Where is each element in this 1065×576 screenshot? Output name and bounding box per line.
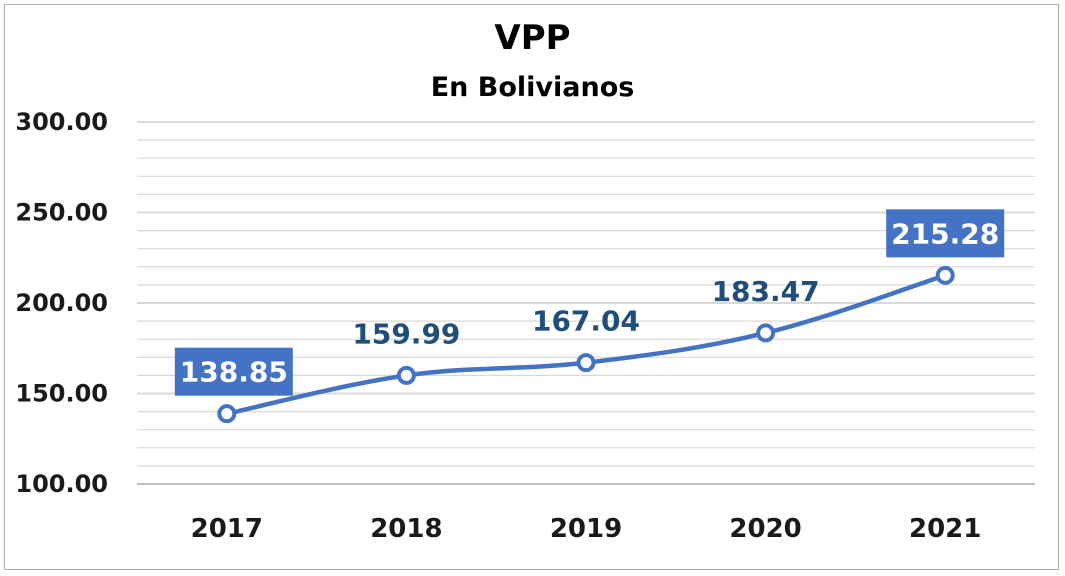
- data-label: 159.99: [352, 317, 460, 350]
- data-point-marker: [396, 365, 416, 385]
- data-label: 167.04: [532, 305, 640, 338]
- x-tick-label: 2017: [191, 514, 263, 544]
- y-tick-label: 100.00: [15, 470, 108, 498]
- x-tick-label: 2021: [909, 514, 981, 544]
- chart-title: VPP: [494, 18, 571, 58]
- x-tick-label: 2018: [370, 514, 442, 544]
- chart-subtitle: En Bolivianos: [430, 72, 635, 103]
- gridlines: [137, 121, 1035, 485]
- data-point-marker: [756, 323, 776, 343]
- data-point-marker: [576, 353, 596, 373]
- data-label-box: [174, 347, 293, 396]
- series-layer: [217, 265, 955, 424]
- y-tick-label: 300.00: [15, 108, 108, 136]
- x-axis-ticks: 2017 2018 2019 2020 2021: [191, 514, 982, 544]
- data-point-marker: [935, 265, 955, 285]
- data-label: 183.47: [712, 275, 820, 308]
- chart-frame: [4, 4, 1059, 570]
- x-tick-label: 2020: [729, 514, 801, 544]
- data-label-box: [886, 209, 1005, 258]
- data-point-marker: [217, 404, 237, 424]
- x-tick-label: 2019: [550, 514, 622, 544]
- data-labels: 138.85 159.99 167.04 183.47 215.28: [174, 209, 1005, 396]
- data-label: 138.85: [180, 356, 288, 389]
- y-tick-label: 150.00: [15, 380, 108, 408]
- data-label: 215.28: [891, 217, 999, 250]
- y-tick-label: 250.00: [15, 199, 108, 227]
- y-axis-ticks: 100.00 150.00 200.00 250.00 300.00: [15, 108, 108, 498]
- y-tick-label: 200.00: [15, 289, 108, 317]
